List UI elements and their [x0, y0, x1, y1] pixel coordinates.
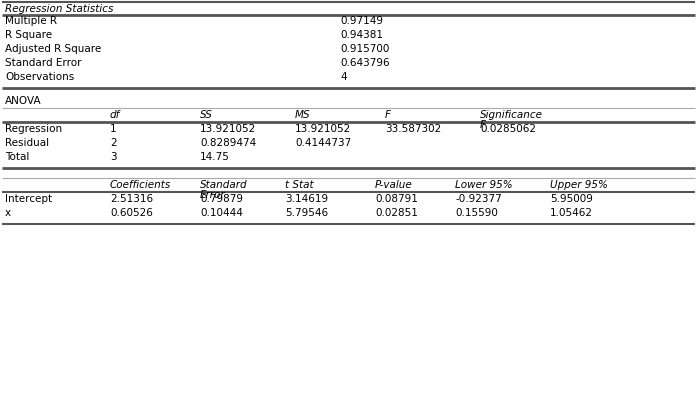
- Text: 33.587302: 33.587302: [385, 124, 441, 134]
- Text: SS: SS: [200, 110, 213, 120]
- Text: Lower 95%: Lower 95%: [455, 180, 512, 190]
- Text: 13.921052: 13.921052: [200, 124, 257, 134]
- Text: Error: Error: [200, 190, 226, 200]
- Text: 0.915700: 0.915700: [340, 44, 389, 54]
- Text: P-value: P-value: [375, 180, 412, 190]
- Text: t Stat: t Stat: [285, 180, 314, 190]
- Text: -0.92377: -0.92377: [455, 194, 502, 204]
- Text: 0.02851: 0.02851: [375, 208, 418, 218]
- Text: R Square: R Square: [5, 30, 52, 40]
- Text: 0.15590: 0.15590: [455, 208, 498, 218]
- Text: Regression Statistics: Regression Statistics: [5, 4, 113, 14]
- Text: 3.14619: 3.14619: [285, 194, 328, 204]
- Text: Standard Error: Standard Error: [5, 58, 82, 68]
- Text: F: F: [385, 110, 391, 120]
- Text: 0.643796: 0.643796: [340, 58, 389, 68]
- Text: 0.79879: 0.79879: [200, 194, 243, 204]
- Text: 5.95009: 5.95009: [550, 194, 593, 204]
- Text: 0.8289474: 0.8289474: [200, 138, 257, 148]
- Text: Total: Total: [5, 152, 29, 162]
- Text: 0.08791: 0.08791: [375, 194, 418, 204]
- Text: Intercept: Intercept: [5, 194, 52, 204]
- Text: 0.10444: 0.10444: [200, 208, 243, 218]
- Text: 0.0285062: 0.0285062: [480, 124, 536, 134]
- Text: MS: MS: [295, 110, 310, 120]
- Text: Observations: Observations: [5, 72, 74, 82]
- Text: 5.79546: 5.79546: [285, 208, 328, 218]
- Text: Coefficients: Coefficients: [110, 180, 171, 190]
- Text: Residual: Residual: [5, 138, 49, 148]
- Text: 1.05462: 1.05462: [550, 208, 593, 218]
- Text: x: x: [5, 208, 11, 218]
- Text: 4: 4: [340, 72, 347, 82]
- Text: Adjusted R Square: Adjusted R Square: [5, 44, 101, 54]
- Text: 0.60526: 0.60526: [110, 208, 153, 218]
- Text: 0.97149: 0.97149: [340, 16, 383, 26]
- Text: 14.75: 14.75: [200, 152, 230, 162]
- Text: F: F: [480, 120, 486, 130]
- Text: 0.94381: 0.94381: [340, 30, 383, 40]
- Text: df: df: [110, 110, 120, 120]
- Text: 2: 2: [110, 138, 117, 148]
- Text: Multiple R: Multiple R: [5, 16, 57, 26]
- Text: 1: 1: [110, 124, 117, 134]
- Text: 3: 3: [110, 152, 117, 162]
- Text: Regression: Regression: [5, 124, 62, 134]
- Text: Standard: Standard: [200, 180, 247, 190]
- Text: 2.51316: 2.51316: [110, 194, 153, 204]
- Text: Upper 95%: Upper 95%: [550, 180, 608, 190]
- Text: 13.921052: 13.921052: [295, 124, 352, 134]
- Text: Significance: Significance: [480, 110, 543, 120]
- Text: ANOVA: ANOVA: [5, 96, 42, 106]
- Text: 0.4144737: 0.4144737: [295, 138, 352, 148]
